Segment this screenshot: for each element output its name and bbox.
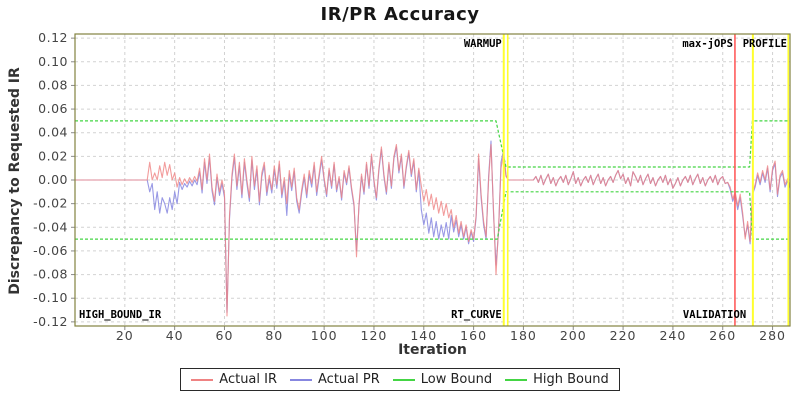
legend-item-actual-ir: Actual IR xyxy=(191,372,277,387)
y-tick-label: 0.04 xyxy=(38,125,68,140)
series-line-high-bound xyxy=(75,120,790,168)
y-tick-label: -0.04 xyxy=(33,219,68,234)
legend-box: Actual IR Actual PR Low Bound High Bound xyxy=(180,368,620,391)
x-tick-label: 260 xyxy=(709,328,736,343)
legend-label: Actual IR xyxy=(219,372,278,387)
legend-item-high-bound: High Bound xyxy=(505,372,609,387)
annotation-max-jops: max-jOPS xyxy=(682,38,733,50)
x-tick-label: 40 xyxy=(166,328,184,343)
x-tick-label: 80 xyxy=(265,328,283,343)
y-tick-label: -0.06 xyxy=(33,243,68,258)
x-axis-label: Iteration xyxy=(398,342,467,358)
x-tick-label: 240 xyxy=(659,328,686,343)
plot-frame xyxy=(74,33,791,327)
y-tick-label: 0.12 xyxy=(38,30,68,45)
legend-item-low-bound: Low Bound xyxy=(392,372,493,387)
series-line-actual-pr xyxy=(75,140,791,313)
y-tick-label: 0.02 xyxy=(38,148,68,163)
legend-item-actual-pr: Actual PR xyxy=(290,372,380,387)
x-tick-label: 160 xyxy=(460,328,487,343)
series-line-actual-ir xyxy=(75,143,791,317)
x-tick-label: 120 xyxy=(361,328,388,343)
x-tick-label: 280 xyxy=(759,328,786,343)
legend: Actual IR Actual PR Low Bound High Bound xyxy=(0,368,800,391)
x-tick-label: 100 xyxy=(311,328,338,343)
x-tick-label: 140 xyxy=(410,328,437,343)
legend-swatch xyxy=(392,378,415,381)
legend-label: Actual PR xyxy=(318,372,380,387)
annotation-rt-curve: RT_CURVE xyxy=(451,309,502,321)
annotation-profile: PROFILE xyxy=(743,38,787,50)
legend-swatch xyxy=(505,378,528,381)
x-tick-label: 200 xyxy=(560,328,587,343)
y-tick-label: -0.10 xyxy=(33,290,68,305)
x-tick-label: 180 xyxy=(510,328,537,343)
y-tick-label: 0.10 xyxy=(38,54,68,69)
annotation-warmup: WARMUP xyxy=(464,38,502,50)
legend-label: Low Bound xyxy=(420,372,493,387)
legend-swatch xyxy=(191,378,214,381)
y-tick-label: -0.02 xyxy=(33,196,68,211)
legend-swatch xyxy=(290,378,313,381)
y-tick-label: -0.08 xyxy=(33,267,68,282)
y-tick-label: 0.06 xyxy=(38,101,68,116)
annotation-validation: VALIDATION xyxy=(683,309,746,321)
series-line-low-bound xyxy=(75,191,790,240)
y-tick-label: 0.08 xyxy=(38,77,68,92)
chart-title: IR/PR Accuracy xyxy=(320,4,480,25)
annotation-high-bound-ir: HIGH_BOUND_IR xyxy=(79,309,162,321)
y-tick-label: 0.00 xyxy=(38,172,68,187)
x-tick-label: 60 xyxy=(216,328,234,343)
y-tick-label: -0.12 xyxy=(33,314,68,329)
x-tick-label: 20 xyxy=(116,328,134,343)
legend-label: High Bound xyxy=(533,372,609,387)
x-tick-label: 220 xyxy=(610,328,637,343)
